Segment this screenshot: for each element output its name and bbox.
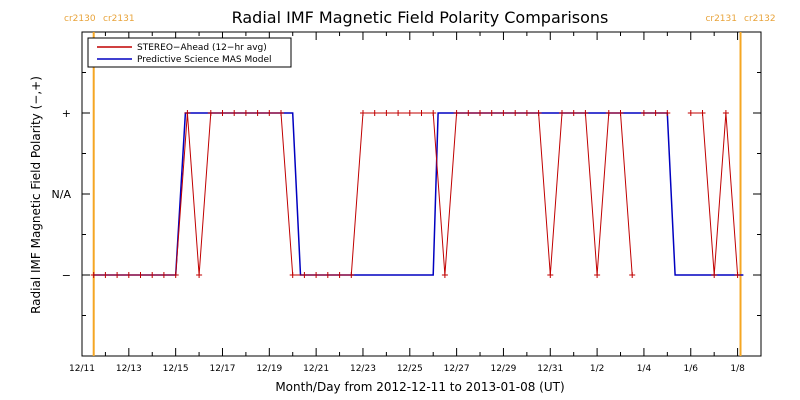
data-point-stereo-ahead bbox=[734, 272, 741, 278]
data-point-stereo-ahead bbox=[652, 110, 659, 116]
data-point-stereo-ahead bbox=[699, 110, 706, 116]
data-point-stereo-ahead bbox=[196, 272, 203, 278]
y-tick-label: + bbox=[62, 107, 71, 120]
data-point-stereo-ahead bbox=[207, 110, 214, 116]
data-point-stereo-ahead bbox=[184, 110, 191, 116]
series-layer bbox=[90, 110, 744, 278]
data-point-stereo-ahead bbox=[594, 272, 601, 278]
x-tick-label: 12/29 bbox=[490, 364, 516, 374]
legend-label-stereo: STEREO−Ahead (12−hr avg) bbox=[137, 43, 267, 53]
x-axis-ticks: 12/11 12/13 12/15 12/17 12/19 12/21 12/23 12/25… bbox=[69, 32, 762, 374]
x-tick-label: 1/8 bbox=[730, 364, 745, 374]
carrington-label-left: cr2130 bbox=[64, 14, 96, 24]
carrington-label-right: cr2131 bbox=[103, 14, 135, 24]
x-tick-label: 12/19 bbox=[256, 364, 282, 374]
data-point-stereo-ahead bbox=[137, 272, 144, 278]
data-point-stereo-ahead bbox=[254, 110, 261, 116]
data-point-stereo-ahead bbox=[219, 110, 226, 116]
x-tick-label: 12/25 bbox=[397, 364, 423, 374]
data-point-stereo-ahead bbox=[289, 272, 296, 278]
x-tick-label: 12/27 bbox=[444, 364, 470, 374]
data-point-stereo-ahead bbox=[629, 272, 636, 278]
series-line-mas-model bbox=[93, 112, 744, 276]
x-tick-label: 12/13 bbox=[116, 364, 142, 374]
data-point-stereo-ahead bbox=[418, 110, 425, 116]
x-axis-label: Month/Day from 2012-12-11 to 2013-01-08 … bbox=[275, 380, 564, 394]
data-point-stereo-ahead bbox=[559, 110, 565, 116]
legend: STEREO−Ahead (12−hr avg) Predictive Scie… bbox=[87, 37, 292, 68]
data-point-stereo-ahead bbox=[535, 110, 542, 116]
x-tick-label: 1/2 bbox=[590, 364, 604, 374]
data-point-stereo-ahead bbox=[477, 110, 483, 116]
x-tick-label: 1/4 bbox=[637, 364, 652, 374]
series-line-stereo-ahead bbox=[93, 112, 633, 276]
x-tick-label: 12/17 bbox=[210, 364, 236, 374]
plot-frame bbox=[81, 31, 762, 357]
data-point-stereo-ahead bbox=[406, 110, 413, 116]
data-point-stereo-ahead bbox=[125, 272, 132, 278]
y-axis-label: Radial IMF Magnetic Field Polarity (−,+) bbox=[29, 76, 43, 314]
data-point-stereo-ahead bbox=[90, 272, 97, 278]
data-point-stereo-ahead bbox=[301, 272, 308, 278]
data-point-stereo-ahead bbox=[453, 110, 460, 116]
x-tick-label: 12/11 bbox=[69, 364, 95, 374]
chart-title: Radial IMF Magnetic Field Polarity Compa… bbox=[232, 8, 609, 27]
data-point-stereo-ahead bbox=[441, 272, 448, 278]
data-point-stereo-ahead bbox=[500, 110, 507, 116]
data-point-stereo-ahead bbox=[324, 272, 331, 278]
data-point-stereo-ahead bbox=[114, 272, 121, 278]
data-point-stereo-ahead bbox=[523, 110, 530, 116]
data-point-stereo-ahead bbox=[102, 272, 109, 278]
data-point-stereo-ahead bbox=[570, 110, 577, 116]
data-point-stereo-ahead bbox=[547, 272, 554, 278]
y-tick-label: N/A bbox=[52, 188, 72, 201]
legend-box bbox=[87, 37, 292, 68]
data-point-stereo-ahead bbox=[664, 110, 671, 116]
data-point-stereo-ahead bbox=[640, 110, 647, 116]
carrington-markers: cr2130 cr2131 cr2131 cr2132 bbox=[64, 14, 776, 356]
data-point-stereo-ahead bbox=[687, 110, 694, 116]
x-tick-label: 12/23 bbox=[350, 364, 376, 374]
data-point-stereo-ahead bbox=[348, 272, 355, 278]
data-point-stereo-ahead bbox=[266, 110, 273, 116]
data-point-stereo-ahead bbox=[711, 272, 718, 278]
data-point-stereo-ahead bbox=[172, 272, 179, 278]
data-point-stereo-ahead bbox=[395, 110, 402, 116]
data-point-stereo-ahead bbox=[605, 110, 612, 116]
y-axis-ticks: − N/A + bbox=[52, 31, 761, 357]
carrington-label-right: cr2132 bbox=[744, 14, 776, 24]
data-point-stereo-ahead bbox=[336, 272, 343, 278]
data-point-stereo-ahead bbox=[313, 272, 320, 278]
data-point-stereo-ahead bbox=[512, 110, 519, 116]
carrington-label-left: cr2131 bbox=[705, 14, 737, 24]
data-point-stereo-ahead bbox=[617, 110, 624, 116]
x-tick-label: 12/15 bbox=[163, 364, 189, 374]
data-point-stereo-ahead bbox=[488, 110, 495, 116]
series-line-stereo-ahead bbox=[690, 112, 739, 276]
x-tick-label: 1/6 bbox=[684, 364, 699, 374]
y-tick-label: − bbox=[62, 269, 71, 282]
data-point-stereo-ahead bbox=[465, 110, 472, 116]
data-point-stereo-ahead bbox=[582, 110, 589, 116]
data-point-stereo-ahead bbox=[278, 110, 284, 116]
legend-label-model: Predictive Science MAS Model bbox=[137, 55, 272, 65]
x-tick-label: 12/21 bbox=[303, 364, 329, 374]
data-point-stereo-ahead bbox=[430, 110, 437, 116]
data-point-stereo-ahead bbox=[383, 110, 390, 116]
data-point-stereo-ahead bbox=[160, 272, 167, 278]
data-point-stereo-ahead bbox=[371, 110, 378, 116]
data-point-stereo-ahead bbox=[149, 272, 156, 278]
data-point-stereo-ahead bbox=[722, 110, 729, 116]
data-point-stereo-ahead bbox=[231, 110, 238, 116]
x-tick-label: 12/31 bbox=[537, 364, 563, 374]
data-point-stereo-ahead bbox=[360, 110, 366, 116]
data-point-stereo-ahead bbox=[242, 110, 249, 116]
